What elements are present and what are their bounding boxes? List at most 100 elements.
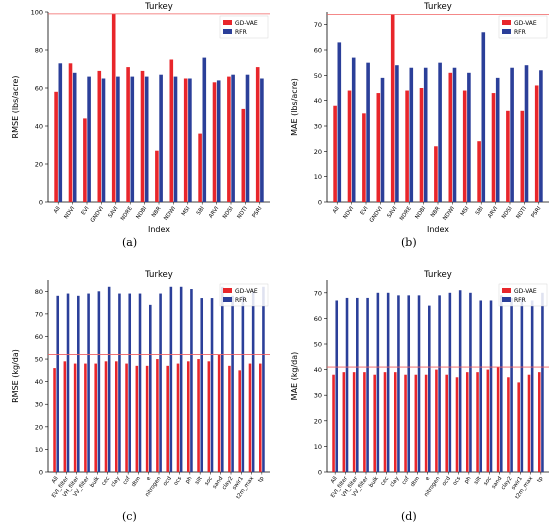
x-tick-label-c: dtm	[131, 476, 142, 488]
bar-gdvae-b	[434, 146, 438, 202]
bar-gdvae-a	[255, 67, 260, 202]
y-tick-label-c: 30	[35, 401, 43, 409]
bar-gdvae-b	[448, 72, 453, 202]
legend-swatch-rfr-d	[502, 297, 511, 302]
panel-label-c: (c)	[122, 510, 137, 523]
y-tick-label-a: 0	[39, 199, 43, 207]
bar-rfr-d	[345, 297, 349, 472]
x-tick-label-d: cof	[401, 475, 411, 486]
bar-gdvae-d	[342, 372, 346, 472]
bar-rfr-a	[101, 78, 106, 202]
x-tick-label-c: clay	[110, 475, 122, 488]
bar-rfr-a	[144, 76, 149, 202]
bar-gdvae-b	[405, 90, 409, 202]
legend-swatch-gdvae-c	[223, 288, 232, 293]
y-tick-label-d: 60	[314, 315, 322, 323]
bar-rfr-d	[469, 292, 472, 472]
legend-label-rfr-b: RFR	[514, 29, 526, 36]
bar-gdvae-c	[248, 363, 252, 472]
bar-gdvae-d	[517, 382, 520, 472]
bar-gdvae-d	[424, 374, 428, 472]
bar-gdvae-c	[84, 363, 87, 472]
bar-rfr-c	[118, 293, 121, 472]
bar-gdvae-c	[94, 363, 97, 472]
chart-title-b: Turkey	[423, 2, 452, 12]
y-tick-label-d: 20	[314, 417, 322, 425]
x-tick-label-c: tp	[257, 475, 265, 483]
x-tick-label-b: GNDVI	[369, 205, 384, 223]
x-tick-label-d: cec	[380, 476, 390, 487]
legend-swatch-rfr-a	[223, 29, 232, 34]
x-tick-label-b: NDRE	[399, 205, 413, 222]
x-tick-label-b: EVI	[360, 205, 370, 216]
bar-gdvae-c	[156, 359, 159, 472]
chart-title-a: Turkey	[144, 2, 173, 12]
bar-gdvae-a	[111, 13, 116, 203]
bar-rfr-d	[541, 292, 544, 472]
x-tick-label-c: soc	[204, 476, 214, 487]
bar-rfr-c	[241, 295, 245, 472]
bar-gdvae-c	[53, 368, 56, 472]
legend-swatch-gdvae-a	[223, 20, 232, 25]
bar-rfr-d	[500, 295, 503, 472]
y-tick-label-a: 80	[35, 47, 43, 55]
bar-rfr-c	[210, 298, 214, 472]
bar-gdvae-d	[507, 377, 510, 472]
bar-rfr-c	[97, 291, 101, 472]
legend-swatch-rfr-c	[223, 297, 232, 302]
y-tick-label-d: 70	[314, 289, 322, 297]
x-tick-label-d: e	[424, 475, 431, 482]
bar-rfr-b	[351, 57, 356, 202]
y-tick-label-c: 80	[35, 288, 43, 296]
bar-gdvae-a	[169, 59, 174, 202]
bar-gdvae-c	[135, 365, 139, 472]
bar-rfr-c	[138, 293, 142, 472]
y-tick-label-d: 40	[314, 366, 322, 374]
bar-gdvae-c	[73, 363, 77, 472]
bar-gdvae-c	[217, 354, 221, 472]
bar-gdvae-a	[212, 82, 217, 202]
x-tick-label-d: ocs	[452, 476, 462, 487]
bar-gdvae-a	[140, 70, 145, 203]
bar-gdvae-a	[97, 70, 102, 203]
bar-gdvae-b	[376, 93, 381, 202]
bar-gdvae-a	[155, 150, 159, 202]
y-tick-label-b: 50	[314, 72, 322, 80]
bar-rfr-b	[452, 67, 457, 202]
x-tick-label-b: ARVI	[487, 205, 499, 219]
x-tick-label-b: SAVI	[386, 205, 398, 219]
bar-rfr-d	[356, 297, 359, 472]
bar-rfr-a	[87, 76, 91, 202]
y-tick-label-c: 40	[35, 378, 43, 386]
x-tick-label-a: ARVI	[208, 205, 220, 219]
x-tick-label-c: All	[51, 475, 60, 484]
legend-label-gdvae-c: GD-VAE	[235, 288, 258, 295]
x-tick-label-a: NDBI	[135, 205, 148, 220]
x-tick-label-a: All	[53, 205, 62, 214]
x-tick-label-a: EVI	[81, 205, 91, 216]
bar-rfr-a	[216, 80, 221, 202]
y-tick-label-d: 0	[318, 469, 322, 477]
x-tick-label-d: All	[330, 475, 339, 484]
bar-rfr-c	[231, 295, 234, 472]
bar-rfr-d	[335, 300, 339, 472]
bar-rfr-a	[245, 74, 250, 202]
bar-rfr-c	[200, 298, 204, 472]
x-tick-label-b: PSRI	[530, 205, 542, 219]
bar-rfr-d	[530, 300, 534, 472]
x-tick-label-b: NBR	[430, 206, 442, 219]
bar-rfr-c	[251, 291, 255, 472]
bar-rfr-d	[386, 292, 390, 472]
bar-rfr-c	[262, 286, 265, 472]
bar-rfr-d	[417, 295, 421, 472]
bar-rfr-d	[397, 295, 400, 472]
bar-gdvae-c	[125, 363, 128, 472]
x-tick-label-d: bulk	[368, 475, 380, 489]
bar-gdvae-c	[176, 363, 180, 472]
bar-gdvae-c	[207, 361, 211, 472]
bar-gdvae-c	[63, 361, 67, 472]
legend-label-rfr-d: RFR	[514, 297, 526, 304]
x-tick-label-a: NDWI	[163, 205, 177, 221]
bar-rfr-b	[524, 65, 529, 202]
